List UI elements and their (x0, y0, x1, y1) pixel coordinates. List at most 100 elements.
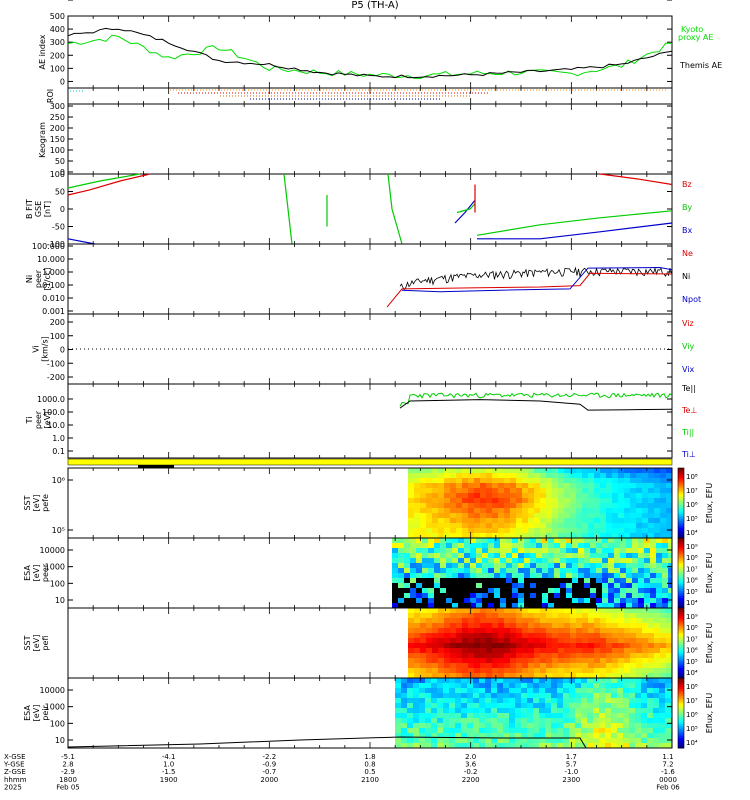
colorbar-cell (678, 534, 684, 537)
spectrogram-cell (659, 693, 665, 699)
spectrogram-cell (492, 608, 498, 614)
y-axis-label-line: [eV] (32, 635, 41, 652)
spectrogram-cell (632, 573, 638, 579)
spectrogram-cell (456, 628, 462, 634)
spectrogram-cell (596, 573, 602, 579)
spectrogram-cell (419, 718, 425, 724)
spectrogram-cells (408, 468, 672, 539)
spectrogram-cell (666, 613, 672, 619)
x-axis-z-gse: -1.5 (162, 768, 176, 776)
colorbar-cell (678, 571, 684, 574)
y-tick-label: 0 (60, 168, 65, 177)
spectrogram-cell (626, 588, 632, 594)
spectrogram-cell (450, 613, 456, 619)
spectrogram-cell (498, 488, 504, 494)
spectrogram-cell (653, 728, 659, 734)
spectrogram-cell (414, 518, 420, 524)
spectrogram-cell (456, 633, 462, 639)
colorbar-cell (678, 503, 684, 506)
spectrogram-cell (431, 728, 437, 734)
colorbar-cell (678, 679, 684, 682)
spectrogram-cell (438, 633, 444, 639)
spectrogram-cell (626, 578, 632, 584)
spectrogram-cell (666, 513, 672, 519)
spectrogram-cell (546, 493, 552, 499)
spectrogram-cell (452, 603, 458, 609)
spectrogram-cell (618, 473, 624, 479)
spectrogram-cell (654, 643, 660, 649)
spectrogram-cell (540, 653, 546, 659)
spectrogram-cell (420, 658, 426, 664)
spectrogram-cell (426, 533, 432, 539)
y-axis-label: Ti peer [eV] (25, 410, 52, 429)
spectrogram-cell (570, 663, 576, 669)
spectrogram-cell (582, 623, 588, 629)
spectrogram-cell (398, 593, 404, 599)
spectrogram-cell (666, 618, 672, 624)
spectrogram-cell (587, 698, 593, 704)
spectrogram-cell (456, 523, 462, 529)
legend-kyoto: proxy AE (678, 33, 713, 42)
spectrogram-cell (476, 598, 482, 604)
spectrogram-cell (542, 538, 548, 544)
spectrogram-cell (446, 538, 452, 544)
spectrogram-cell (587, 703, 593, 709)
spectrogram-cell (665, 723, 671, 729)
by-line (456, 203, 476, 214)
spectrogram-cell (440, 563, 446, 569)
spectrogram-cell (582, 653, 588, 659)
spectrogram-cell (467, 688, 473, 694)
spectrogram-cell (434, 563, 440, 569)
spectrogram-cell (486, 528, 492, 534)
spectrogram-cell (479, 693, 485, 699)
spectrogram-cell (653, 738, 659, 744)
y-axis-label-line: [1/cc] (43, 268, 52, 291)
spectrogram-cell (494, 563, 500, 569)
colorbar-cell (678, 494, 684, 497)
spectrogram-cell (522, 673, 528, 679)
spectrogram-cell (629, 698, 635, 704)
spectrogram-cell (546, 628, 552, 634)
spectrogram-cell (480, 623, 486, 629)
spectrogram-cell (659, 703, 665, 709)
spectrogram-cell (528, 468, 534, 474)
spectrogram-cell (594, 638, 600, 644)
spectrogram-cell (420, 508, 426, 514)
spectrogram-cell (408, 493, 414, 499)
colorbar-cell (678, 602, 684, 605)
spectrogram-cell (431, 738, 437, 744)
y-tick-label: 0.010 (42, 294, 65, 303)
spectrogram-cell (407, 693, 413, 699)
spectrogram-cell (488, 543, 494, 549)
colorbar-cell (678, 608, 684, 611)
spectrogram-cell (542, 593, 548, 599)
spectrogram-cell (456, 528, 462, 534)
spectrogram-cell (509, 708, 515, 714)
spectrogram-cell (599, 678, 605, 684)
spectrogram-cell (431, 688, 437, 694)
spectrogram-cell (584, 588, 590, 594)
spectrogram-cell (588, 608, 594, 614)
spectrogram-cell (551, 718, 557, 724)
spectrogram-cell (401, 713, 407, 719)
colorbar-cell (678, 580, 684, 583)
spectrogram-cell (458, 588, 464, 594)
spectrogram-cell (395, 703, 401, 709)
spectrogram-cell (632, 578, 638, 584)
spectrogram-cell (474, 673, 480, 679)
spectrogram-cell (408, 653, 414, 659)
colorbar-cell (678, 721, 684, 724)
spectrogram-cell (408, 673, 414, 679)
spectrogram-cell (570, 673, 576, 679)
spectrogram-cell (648, 503, 654, 509)
spectrogram-cell (524, 543, 530, 549)
spectrogram-cell (528, 613, 534, 619)
spectrogram-cell (470, 603, 476, 609)
spectrogram-cell (605, 703, 611, 709)
spectrogram-cell (635, 703, 641, 709)
spectrogram-cell (476, 543, 482, 549)
spectrogram-cell (648, 533, 654, 539)
spectrogram-cell (558, 528, 564, 534)
y-tick-label: 10⁶ (52, 0, 65, 2)
spectrogram-cell (539, 688, 545, 694)
